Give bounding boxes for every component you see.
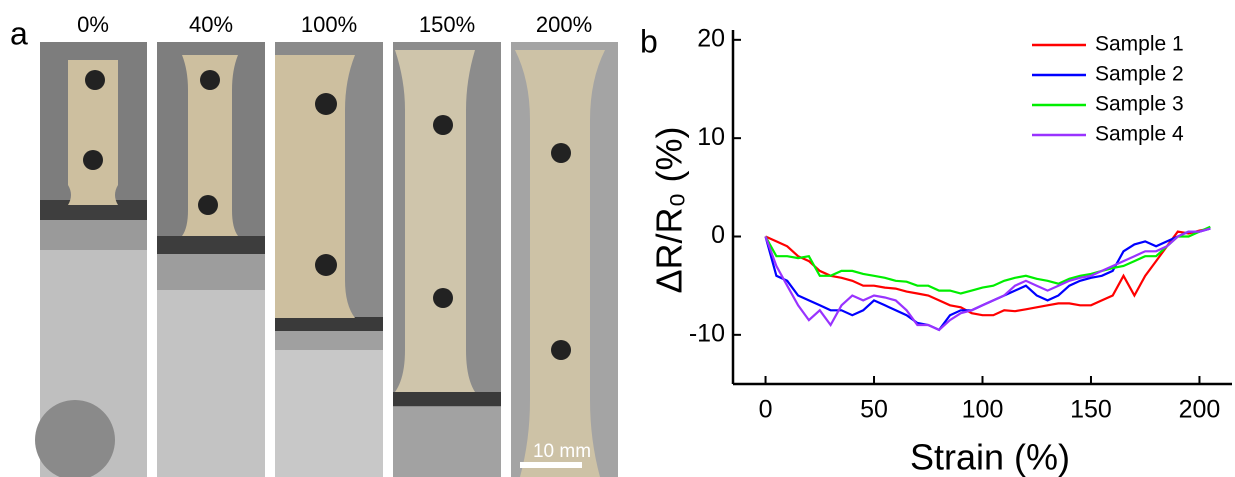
legend-label: Sample 3 bbox=[1095, 93, 1184, 116]
y-tick-label: 20 bbox=[697, 24, 725, 52]
strain-label: 100% bbox=[301, 12, 357, 37]
series-line bbox=[764, 225, 1211, 295]
photo bbox=[157, 42, 265, 477]
y-tick-label: 0 bbox=[711, 221, 725, 249]
y-axis-label: ΔR/R₀ (%) bbox=[649, 127, 690, 294]
strain-label: 150% bbox=[419, 12, 475, 37]
legend-label: Sample 4 bbox=[1095, 123, 1184, 146]
panel-label: b bbox=[640, 23, 658, 59]
scale-bar-label: 10 mm bbox=[533, 441, 591, 462]
x-axis-label: Strain (%) bbox=[910, 437, 1070, 477]
strain-label: 200% bbox=[536, 12, 592, 37]
x-tick-label: 50 bbox=[860, 396, 888, 424]
series-line bbox=[764, 227, 1211, 332]
strain-label: 40% bbox=[189, 12, 233, 37]
legend-label: Sample 2 bbox=[1095, 63, 1184, 86]
photo-panel: 10 mm bbox=[35, 42, 618, 477]
series-line bbox=[765, 227, 1211, 317]
panel-label: a bbox=[10, 15, 28, 51]
x-tick-label: 200 bbox=[1179, 396, 1221, 424]
photo bbox=[35, 42, 147, 477]
x-tick-label: 150 bbox=[1070, 396, 1112, 424]
y-tick-label: -10 bbox=[689, 319, 725, 347]
x-tick-label: 100 bbox=[962, 396, 1004, 424]
strain-label: 0% bbox=[77, 12, 109, 37]
y-tick-label: 10 bbox=[697, 123, 725, 151]
x-tick-label: 0 bbox=[759, 396, 773, 424]
photo bbox=[393, 42, 501, 477]
legend-label: Sample 1 bbox=[1095, 33, 1184, 56]
photo bbox=[275, 42, 383, 477]
photo: 10 mm bbox=[511, 42, 618, 477]
